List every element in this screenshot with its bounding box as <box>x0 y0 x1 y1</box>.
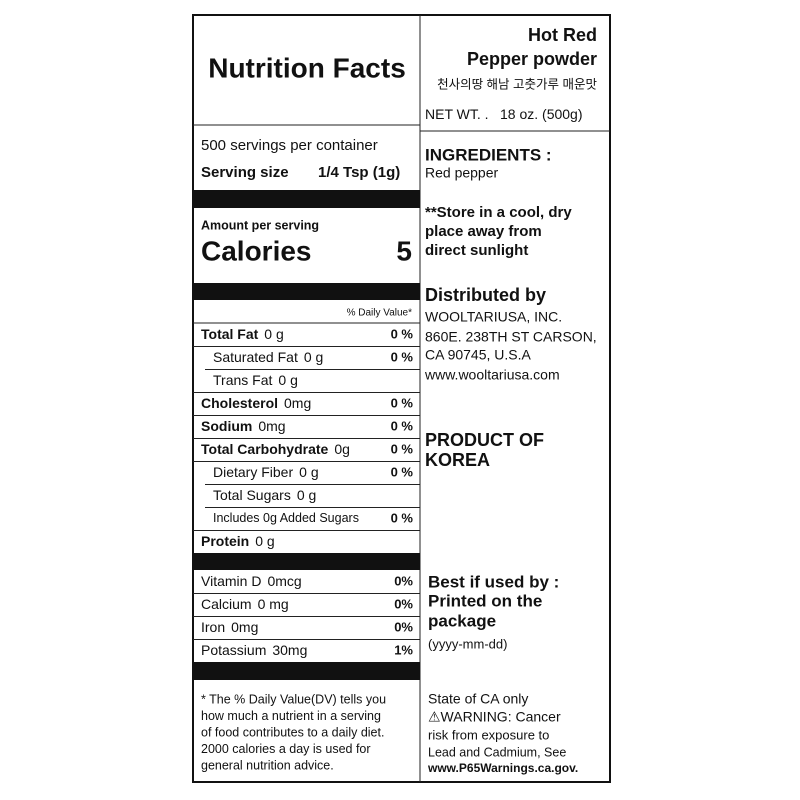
ingredients-text: Red pepper <box>425 165 499 181</box>
footnote-line: of food contributes to a daily diet. <box>201 725 384 739</box>
calories-value: 5 <box>396 235 412 266</box>
nutrient-amount: 30mg <box>272 642 307 658</box>
ingredients-title: INGREDIENTS : <box>425 145 552 164</box>
nutrient-row: Vitamin D 0mcg <box>201 573 302 589</box>
nutrient-amount: 0 g <box>299 464 318 480</box>
footnote-line: how much a nutrient in a serving <box>201 709 381 723</box>
daily-value: 0 % <box>391 395 414 410</box>
nutrient-row: Potassium 30mg <box>201 642 307 658</box>
nutrient-row: Total Carbohydrate 0g <box>201 441 350 457</box>
distributor-line: WOOLTARIUSA, INC. <box>425 309 562 325</box>
daily-value-header: % Daily Value* <box>347 308 413 319</box>
daily-value: 1% <box>394 642 413 657</box>
thick-bar <box>193 662 420 680</box>
date-format: (yyyy-mm-dd) <box>428 636 507 651</box>
nutrient-row: Includes 0g Added Sugars <box>213 511 359 525</box>
daily-value: 0 % <box>391 441 414 456</box>
nutrient-amount: 0 g <box>264 326 283 342</box>
footnote-line: general nutrition advice. <box>201 758 334 772</box>
nutrient-name: Trans Fat <box>213 372 272 388</box>
nutrient-name: Total Carbohydrate <box>201 441 329 457</box>
amount-label: Amount per serving <box>201 218 319 232</box>
net-weight: NET WT. . 18 oz. (500g) <box>425 106 583 122</box>
daily-value: 0% <box>394 596 413 611</box>
origin: PRODUCT OF <box>425 430 544 450</box>
net-weight-value: 18 oz. (500g) <box>500 106 583 122</box>
distributor-line: www.wooltariusa.com <box>424 367 560 383</box>
daily-value: 0% <box>394 573 413 588</box>
warning-line: www.P65Warnings.ca.gov. <box>427 761 578 775</box>
nutrient-row: Cholesterol 0mg <box>201 395 311 411</box>
serving-size-value: 1/4 Tsp (1g) <box>318 164 400 181</box>
nutrient-amount: 0mg <box>258 418 285 434</box>
daily-value: 0 % <box>391 464 414 479</box>
nutrient-row: Trans Fat 0 g <box>213 372 298 388</box>
nutrient-row: Dietary Fiber 0 g <box>213 464 319 480</box>
footnote-line: 2000 calories a day is used for <box>201 742 371 756</box>
nutrient-name: Iron <box>201 619 225 635</box>
nutrient-row: Protein 0 g <box>201 533 275 549</box>
nutrient-name: Total Sugars <box>213 487 291 503</box>
nutrient-amount: 0 g <box>297 487 316 503</box>
nutrient-name: Calcium <box>201 596 252 612</box>
warning-line: State of CA only <box>428 691 528 707</box>
storage: **Store in a cool, dry <box>425 204 572 221</box>
nutrient-name: Total Fat <box>201 326 259 342</box>
distributor-title: Distributed by <box>425 285 546 305</box>
storage: direct sunlight <box>425 242 528 259</box>
nutrient-row: Total Fat 0 g <box>201 326 284 342</box>
product-name: Pepper powder <box>467 49 597 69</box>
thick-bar <box>193 283 420 300</box>
origin: KOREA <box>425 450 490 470</box>
best-by: package <box>428 611 496 630</box>
nutrient-amount: 0mcg <box>267 573 301 589</box>
nutrient-name: Saturated Fat <box>213 349 298 365</box>
best-by: Best if used by : <box>428 572 559 591</box>
nutrient-amount: 0mg <box>284 395 311 411</box>
calories-label: Calories <box>201 235 312 266</box>
nutrient-amount: 0g <box>334 441 350 457</box>
daily-value: 0 % <box>391 349 414 364</box>
distributor-line: 860E. 238TH ST CARSON, <box>425 329 597 345</box>
warning-line: ⚠WARNING: Cancer <box>428 709 561 725</box>
nutrient-name: Sodium <box>201 418 252 434</box>
nutrient-name: Vitamin D <box>201 573 261 589</box>
best-by: Printed on the <box>428 591 542 610</box>
nutrient-name: Dietary Fiber <box>213 464 293 480</box>
serving-size-label: Serving size <box>201 164 289 181</box>
nutrient-amount: 0 g <box>304 349 323 365</box>
nutrient-name: Potassium <box>201 642 266 658</box>
nutrient-row: Sodium 0mg <box>201 418 286 434</box>
title: Nutrition Facts <box>208 52 406 83</box>
thick-bar <box>193 190 420 208</box>
daily-value: 0 % <box>391 418 414 433</box>
storage: place away from <box>425 223 542 240</box>
daily-value: 0% <box>394 619 413 634</box>
thick-bar <box>193 553 420 570</box>
nutrient-amount: 0 g <box>255 533 274 549</box>
nutrient-row: Calcium 0 mg <box>201 596 289 612</box>
nutrient-name: Includes 0g Added Sugars <box>213 511 359 525</box>
nutrient-name: Cholesterol <box>201 395 278 411</box>
nutrient-amount: 0mg <box>231 619 258 635</box>
distributor-line: CA 90745, U.S.A <box>425 347 532 363</box>
korean-name: 천사의땅 해남 고춧가루 매운맛 <box>437 76 597 91</box>
nutrient-amount: 0 g <box>278 372 297 388</box>
warning-line: risk from exposure to <box>428 727 549 742</box>
nutrient-row: Total Sugars 0 g <box>213 487 316 503</box>
nutrient-name: Protein <box>201 533 249 549</box>
warning-line: Lead and Cadmium, See <box>428 745 566 759</box>
nutrient-amount: 0 mg <box>258 596 289 612</box>
nutrient-row: Saturated Fat 0 g <box>213 349 323 365</box>
footnote-line: * The % Daily Value(DV) tells you <box>201 692 386 706</box>
net-weight-label: NET WT. . <box>425 106 489 122</box>
daily-value: 0 % <box>391 510 414 525</box>
servings: 500 servings per container <box>201 137 378 154</box>
product-name: Hot Red <box>528 25 597 45</box>
daily-value: 0 % <box>391 326 414 341</box>
